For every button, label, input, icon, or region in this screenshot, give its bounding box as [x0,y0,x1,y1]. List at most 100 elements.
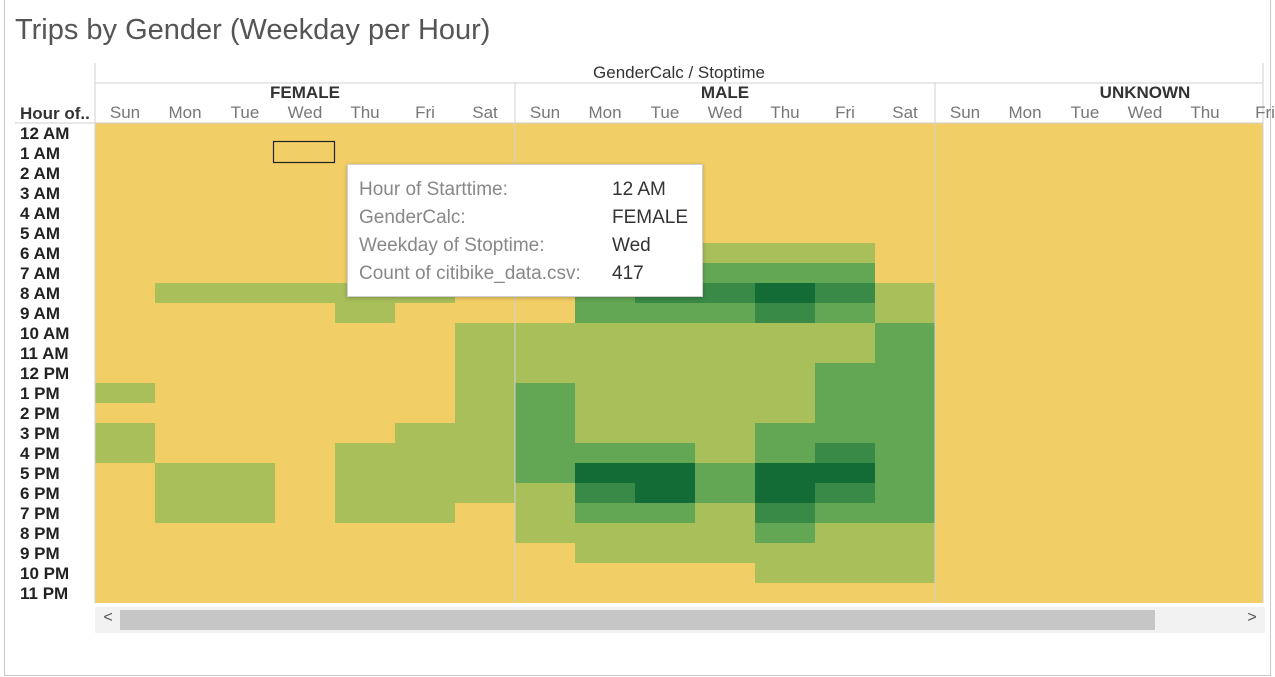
heatmap-cell[interactable] [95,543,155,563]
heatmap-cell[interactable] [395,323,455,343]
heatmap-cell[interactable] [635,383,695,403]
heatmap-cell[interactable] [515,143,575,163]
heatmap-cell[interactable] [1055,423,1115,443]
heatmap-cell[interactable] [635,483,695,503]
heatmap-cell[interactable] [695,263,755,283]
heatmap-cell[interactable] [515,383,575,403]
heatmap-cell[interactable] [155,483,215,503]
heatmap-cell[interactable] [1175,283,1235,303]
heatmap-cell[interactable] [95,423,155,443]
heatmap-cell[interactable] [515,363,575,383]
heatmap-cell[interactable] [635,503,695,523]
heatmap-cell[interactable] [875,263,935,283]
heatmap-cell[interactable] [1055,543,1115,563]
heatmap-cell[interactable] [635,363,695,383]
heatmap-cell[interactable] [1055,403,1115,423]
heatmap-cell[interactable] [455,583,515,603]
heatmap-cell[interactable] [875,503,935,523]
heatmap-cell[interactable] [935,343,995,363]
heatmap-cell[interactable] [155,503,215,523]
heatmap-cell[interactable] [215,563,275,583]
heatmap-cell[interactable] [935,123,995,143]
heatmap-cell[interactable] [335,383,395,403]
heatmap-cell[interactable] [875,523,935,543]
heatmap-cell[interactable] [695,363,755,383]
heatmap-cell[interactable] [215,123,275,143]
heatmap-cell[interactable] [95,123,155,143]
heatmap-cell[interactable] [635,523,695,543]
heatmap-cell[interactable] [515,483,575,503]
heatmap-cell[interactable] [455,523,515,543]
heatmap-cell[interactable] [155,583,215,603]
heatmap-cell[interactable] [335,523,395,543]
heatmap-cell[interactable] [815,503,875,523]
heatmap-cell[interactable] [1115,283,1175,303]
heatmap-cell[interactable] [1175,203,1235,223]
heatmap-cell[interactable] [455,343,515,363]
heatmap-cell[interactable] [155,363,215,383]
heatmap-cell[interactable] [755,463,815,483]
heatmap-cell[interactable] [155,323,215,343]
heatmap-cell[interactable] [875,443,935,463]
heatmap-cell[interactable] [1115,203,1175,223]
heatmap-cell[interactable] [575,403,635,423]
heatmap-cell[interactable] [1175,343,1235,363]
heatmap-cell[interactable] [455,543,515,563]
heatmap-cell[interactable] [275,163,335,183]
heatmap-cell[interactable] [1115,343,1175,363]
heatmap-cell[interactable] [875,303,935,323]
heatmap-cell[interactable] [215,583,275,603]
heatmap-cell[interactable] [1235,283,1263,303]
heatmap-cell[interactable] [575,463,635,483]
heatmap-cell[interactable] [755,223,815,243]
heatmap-cell[interactable] [515,403,575,423]
heatmap-cell[interactable] [1055,303,1115,323]
heatmap-cell[interactable] [935,163,995,183]
heatmap-cell[interactable] [995,423,1055,443]
heatmap-cell[interactable] [215,483,275,503]
heatmap-cell[interactable] [155,123,215,143]
heatmap-cell[interactable] [1055,243,1115,263]
heatmap-cell[interactable] [1055,383,1115,403]
heatmap-cell[interactable] [1175,523,1235,543]
heatmap-cell[interactable] [815,423,875,443]
heatmap-cell[interactable] [515,583,575,603]
heatmap-cell[interactable] [995,503,1055,523]
heatmap-cell[interactable] [395,143,455,163]
heatmap-cell[interactable] [1235,363,1263,383]
heatmap-cell[interactable] [755,143,815,163]
heatmap-cell[interactable] [155,223,215,243]
heatmap-cell[interactable] [935,583,995,603]
heatmap-cell[interactable] [95,443,155,463]
heatmap-cell[interactable] [395,443,455,463]
scrollbar-thumb[interactable] [120,610,1155,630]
heatmap-cell[interactable] [275,123,335,143]
heatmap-cell[interactable] [215,303,275,323]
heatmap-cell[interactable] [755,583,815,603]
heatmap-cell[interactable] [215,283,275,303]
heatmap-cell[interactable] [935,543,995,563]
heatmap-cell[interactable] [1235,123,1263,143]
heatmap-cell[interactable] [875,323,935,343]
heatmap-cell[interactable] [395,523,455,543]
heatmap-cell[interactable] [1175,163,1235,183]
heatmap-cell[interactable] [695,123,755,143]
heatmap-cell[interactable] [335,423,395,443]
heatmap-cell[interactable] [935,303,995,323]
heatmap-cell[interactable] [815,563,875,583]
heatmap-cell[interactable] [875,563,935,583]
heatmap-cell[interactable] [455,483,515,503]
heatmap-cell[interactable] [335,403,395,423]
heatmap-cell[interactable] [1175,303,1235,323]
heatmap-cell[interactable] [215,323,275,343]
heatmap-cell[interactable] [1175,563,1235,583]
heatmap-cell[interactable] [335,463,395,483]
heatmap-cell[interactable] [995,543,1055,563]
heatmap-cell[interactable] [215,543,275,563]
heatmap-cell[interactable] [635,423,695,443]
heatmap-cell[interactable] [1115,323,1175,343]
heatmap-cell[interactable] [1055,583,1115,603]
heatmap-cell[interactable] [155,143,215,163]
heatmap-cell[interactable] [755,263,815,283]
heatmap-cell[interactable] [815,343,875,363]
